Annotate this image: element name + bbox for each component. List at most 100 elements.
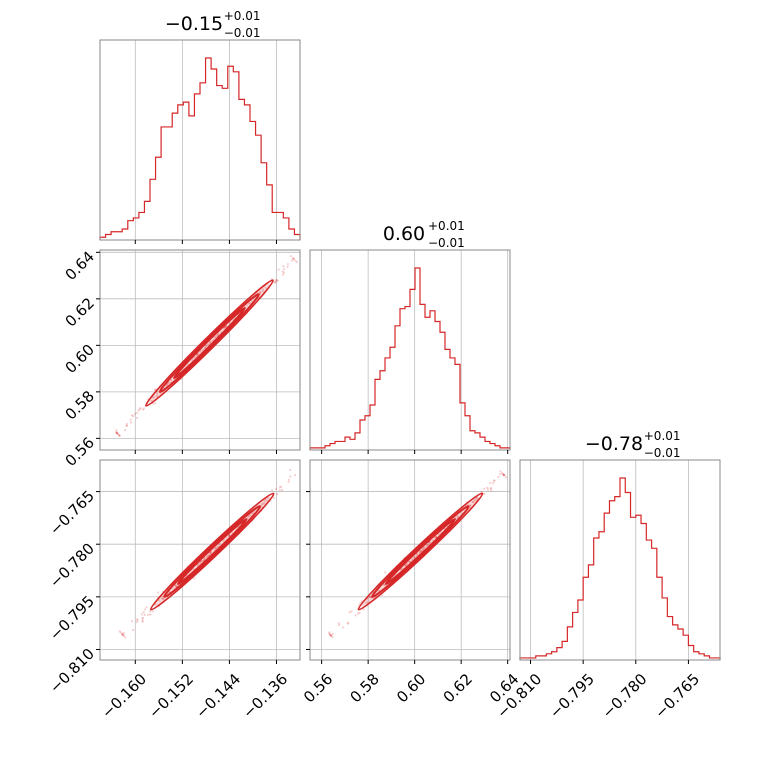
sample-point [174, 584, 177, 587]
sample-point [278, 486, 281, 489]
sample-point [493, 479, 496, 482]
sample-point [362, 608, 365, 611]
sample-point [483, 492, 486, 495]
sample-point [457, 515, 460, 518]
sample-point [331, 632, 334, 636]
panel-title-upper: +0.01 [428, 219, 465, 233]
sample-point [132, 629, 135, 632]
panel-title-lower: −0.01 [644, 446, 681, 460]
x-tick-label: −0.765 [651, 670, 703, 722]
sample-point [204, 345, 207, 348]
scatter-points [115, 255, 298, 437]
sample-point [225, 325, 228, 328]
panel-title: −0.78 [585, 433, 643, 455]
histogram-diag-0: −0.15 +0.01 −0.01 [99, 9, 301, 244]
sample-point [437, 533, 440, 536]
sample-point [120, 632, 124, 636]
density-fill [154, 496, 271, 607]
sample-point [422, 548, 425, 551]
sample-point [503, 474, 506, 477]
sample-point [486, 488, 490, 491]
sample-point [501, 471, 504, 475]
sample-point [136, 411, 139, 415]
sample-point [214, 336, 217, 339]
y-tick-label: 0.56 [62, 434, 98, 470]
density-contour [371, 505, 470, 598]
sample-point [292, 257, 295, 260]
sample-point [505, 476, 508, 479]
sample-point [291, 259, 294, 262]
sample-point [209, 552, 213, 555]
sample-point [270, 489, 274, 492]
panel-frame [99, 459, 301, 661]
sample-point [283, 267, 286, 271]
density-contour [144, 279, 274, 407]
sample-point [471, 501, 474, 504]
sample-point [227, 534, 230, 538]
sample-point [201, 348, 204, 351]
sample-point [125, 424, 128, 427]
sample-point [434, 536, 437, 539]
sample-point [328, 632, 331, 635]
sample-point [245, 304, 248, 307]
sample-point [427, 543, 430, 546]
density-contour [357, 492, 484, 611]
sample-point [259, 290, 262, 293]
sample-point [215, 546, 218, 549]
histogram-step-line [519, 477, 721, 660]
sample-point [175, 585, 178, 588]
scatter-2d-1-0: 0.56 0.58 0.60 0.62 0.64 [62, 248, 301, 470]
sample-point [274, 487, 278, 490]
sample-point [403, 564, 406, 567]
sample-point [162, 597, 165, 601]
y-tick-label: 0.64 [62, 248, 98, 284]
x-tick-label: 0.58 [347, 670, 383, 706]
sample-point [289, 255, 293, 258]
sample-point [337, 623, 341, 627]
sample-point [274, 281, 277, 284]
sample-point [408, 560, 411, 563]
sample-point [136, 618, 139, 621]
sample-point [421, 548, 425, 551]
sample-point [261, 288, 264, 291]
sample-point [225, 325, 228, 328]
sample-point [141, 620, 144, 623]
sample-point [502, 473, 505, 476]
sample-point [411, 558, 414, 561]
panel-frame [99, 39, 301, 241]
sample-point [115, 431, 118, 434]
density-contour [384, 517, 457, 586]
sample-point [502, 473, 505, 476]
sample-point [225, 325, 228, 328]
density-fill [149, 283, 270, 403]
sample-point [141, 619, 144, 622]
sample-point [129, 418, 132, 421]
panel-title-value: −0.15 [165, 13, 223, 35]
sample-point [246, 515, 249, 519]
sample-point [489, 481, 492, 485]
y-tick-label: −0.810 [46, 645, 98, 697]
histogram-step-line [309, 267, 511, 450]
sample-point [161, 597, 164, 600]
panel-frame [309, 459, 511, 661]
sample-point [122, 634, 125, 637]
sample-point [328, 631, 331, 634]
density-contour [163, 505, 262, 598]
sample-point [166, 383, 169, 387]
sample-point [420, 549, 423, 552]
sample-point [156, 392, 159, 395]
sample-point [196, 353, 199, 356]
sample-point [276, 279, 279, 282]
sample-point [144, 608, 147, 611]
sample-point [282, 265, 285, 268]
sample-point [261, 290, 264, 293]
sample-point [289, 468, 292, 471]
sample-point [287, 480, 290, 483]
sample-point [272, 496, 275, 499]
sample-point [259, 292, 262, 295]
sample-point [206, 555, 209, 558]
sample-point [223, 326, 226, 329]
sample-point [358, 611, 361, 615]
sample-point [150, 399, 153, 402]
sample-point [158, 599, 161, 602]
